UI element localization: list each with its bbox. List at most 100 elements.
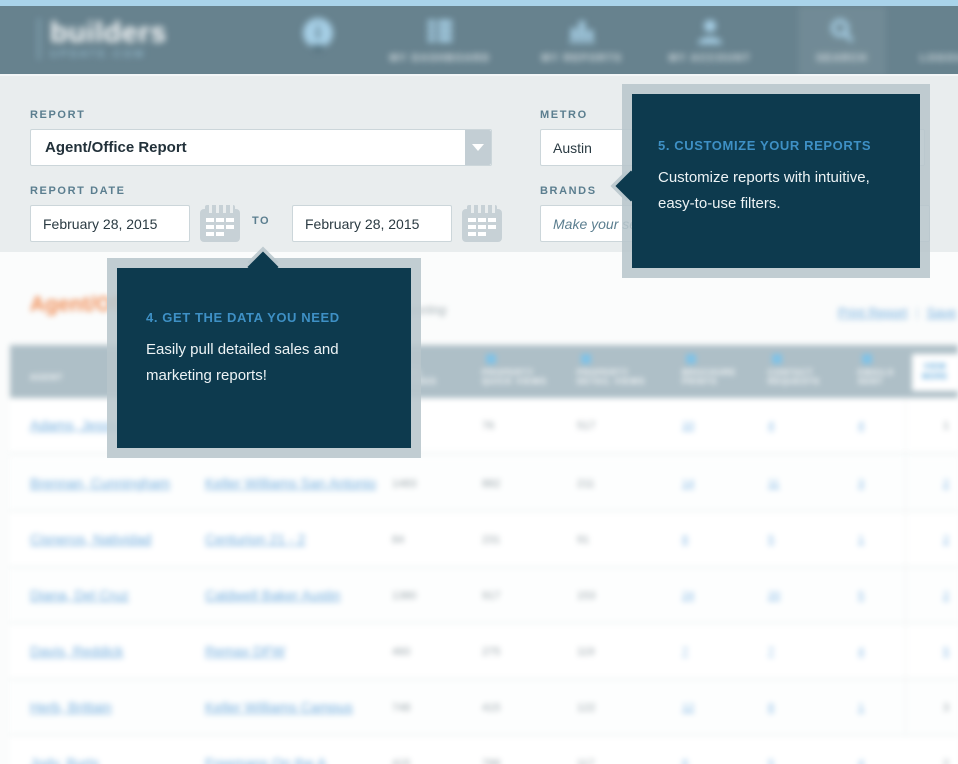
nav-label-logout: LOGOUT — [920, 53, 958, 64]
agent-link[interactable]: Cisneros, Natividad — [30, 531, 152, 547]
help-icon[interactable] — [486, 354, 496, 364]
nav-item-my-account[interactable]: MY ACCOUNT — [660, 6, 760, 76]
column-separator — [905, 398, 906, 735]
agent-link[interactable]: Herb, Brittain — [30, 699, 112, 715]
nav-item-logout[interactable]: LOGOUT — [912, 6, 958, 76]
report-date-label: REPORT DATE — [30, 185, 126, 197]
column-header-quick-views[interactable]: PROPERTY QUICK VIEWS — [482, 368, 547, 386]
stat-link[interactable]: 3 — [858, 478, 865, 490]
date-from-input[interactable] — [31, 206, 189, 241]
date-from-calendar-button[interactable] — [200, 205, 240, 242]
tooltip-step-4-body: Easily pull detailed sales and marketing… — [146, 341, 339, 384]
table-action-button[interactable]: VIEW MORE — [912, 354, 958, 391]
stat-link[interactable]: 12 — [682, 702, 695, 714]
stat-link[interactable]: 4 — [858, 646, 865, 658]
stat-link[interactable]: 5 — [768, 758, 775, 764]
search-icon — [831, 19, 854, 43]
stat-link[interactable]: 7 — [682, 646, 689, 658]
stat-link[interactable]: 4 — [768, 420, 775, 432]
column-header-detail-views[interactable]: PROPERTY DETAIL VIEWS — [577, 368, 646, 386]
date-to-input[interactable] — [293, 206, 451, 241]
office-link[interactable]: Caldwell Baker Austin — [205, 587, 341, 603]
office-link[interactable]: Remax DFW — [205, 643, 286, 659]
stat-link[interactable]: 1 — [858, 702, 865, 714]
stat-link[interactable]: 2 — [943, 590, 950, 602]
help-icon[interactable] — [581, 354, 591, 364]
date-to-calendar-button[interactable] — [462, 205, 502, 242]
dashboard-icon — [428, 20, 452, 42]
stat-link[interactable]: 4 — [858, 758, 865, 764]
column-header-contact-requests[interactable]: CONTACT REQUESTS — [768, 368, 821, 386]
stat-link[interactable]: 2 — [943, 478, 950, 490]
report-type-select[interactable]: Agent/Office Report — [30, 129, 492, 166]
stat-link[interactable]: 8 — [768, 702, 775, 714]
metro-label: METRO — [540, 109, 588, 121]
save-link[interactable]: Save — [926, 305, 957, 320]
stat-link[interactable]: 24 — [682, 590, 695, 602]
report-content: Agent/Office Report for February 2015 re… — [0, 252, 958, 764]
stat-link[interactable]: 2 — [943, 534, 950, 546]
stat-link[interactable]: 8 — [682, 758, 689, 764]
column-header-emails-sent[interactable]: EMAILS SENT — [858, 368, 895, 386]
office-link[interactable]: Keller Williams Campus — [205, 699, 353, 715]
stat-link[interactable]: 4 — [858, 420, 865, 432]
stat-link[interactable]: 14 — [682, 478, 695, 490]
date-to-box — [292, 205, 452, 242]
agent-link[interactable]: Davis, Reddick — [30, 643, 124, 659]
nav-item-help[interactable]: i — [296, 6, 340, 76]
table-row: Herb, Brittain Keller Williams Campus 74… — [10, 680, 958, 736]
tutorial-tooltip-step-4: 4. GET THE DATA YOU NEED Easily pull det… — [107, 246, 421, 458]
date-from-box — [30, 205, 190, 242]
tutorial-tooltip-step-5: 5. CUSTOMIZE YOUR REPORTS Customize repo… — [610, 84, 930, 278]
tooltip-step-5-title: 5. CUSTOMIZE YOUR REPORTS — [658, 138, 872, 153]
nav-item-my-dashboard[interactable]: MY DASHBOARD — [385, 6, 495, 76]
stat-link[interactable]: 7 — [768, 646, 775, 658]
stat-link[interactable]: 5 — [943, 646, 950, 658]
table-row: Brennan, Cunningham Keller Williams San … — [10, 456, 958, 512]
help-icon[interactable] — [686, 354, 696, 364]
agent-link[interactable]: Brennan, Cunningham — [30, 475, 171, 491]
bar-chart-icon — [569, 21, 595, 43]
user-icon — [698, 20, 722, 44]
stat-link[interactable]: 10 — [682, 420, 695, 432]
nav-label-my-account: MY ACCOUNT — [668, 53, 752, 64]
nav-item-search[interactable]: SEARCH — [802, 6, 882, 76]
top-accent-strip — [0, 0, 958, 6]
office-link[interactable]: Centurion 21 - 2 — [205, 531, 306, 547]
stat-link[interactable]: 11 — [768, 478, 780, 490]
column-header-agent[interactable]: AGENT — [30, 373, 63, 382]
agent-link[interactable]: Adams, Jessica — [30, 417, 129, 433]
table-row: Jody, Burts Freemans On the A 415 788 11… — [10, 736, 958, 764]
stat-link[interactable]: 5 — [768, 534, 775, 546]
logo-domain: UPDATE.COM — [50, 49, 146, 60]
select-dropdown-arrow-icon[interactable] — [465, 130, 491, 165]
search-active-highlight — [798, 6, 886, 76]
print-report-link[interactable]: Print Report — [838, 305, 908, 320]
column-header-brochure-prints[interactable]: BROCHURE PRINTS — [682, 368, 737, 386]
help-icon[interactable] — [862, 354, 872, 364]
agent-link[interactable]: Jody, Burts — [30, 755, 99, 764]
agent-link[interactable]: Diana, Del Cruz — [30, 587, 129, 603]
report-type-value: Agent/Office Report — [45, 139, 187, 156]
link-divider: | — [915, 305, 919, 320]
table-row: Diana, Del Cruz Caldwell Baker Austin 13… — [10, 568, 958, 624]
help-icon[interactable] — [772, 354, 782, 364]
chevron-down-icon — [311, 45, 325, 69]
table-row: Cisneros, Natividad Centurion 21 - 2 84 … — [10, 512, 958, 568]
brands-label: BRANDS — [540, 185, 597, 197]
office-link[interactable]: Keller Williams San Antonio — [205, 475, 377, 491]
office-link[interactable]: Freemans On the A — [205, 755, 327, 764]
stat-link[interactable]: 1 — [858, 534, 865, 546]
nav-item-my-reports[interactable]: MY REPORTS — [532, 6, 632, 76]
logo-wordmark: builders — [50, 17, 167, 49]
date-range-to-label: TO — [252, 215, 271, 227]
stat-link[interactable]: 8 — [682, 534, 689, 546]
stat-link[interactable]: 5 — [858, 590, 865, 602]
stat-link[interactable]: 20 — [768, 590, 781, 602]
info-icon: i — [303, 18, 333, 48]
report-label: REPORT — [30, 109, 86, 121]
nav-label-my-reports: MY REPORTS — [541, 53, 623, 64]
table-row: Davis, Reddick Remax DFW 460 275 119 7 7… — [10, 624, 958, 680]
logo[interactable]: builders UPDATE.COM — [38, 18, 167, 60]
